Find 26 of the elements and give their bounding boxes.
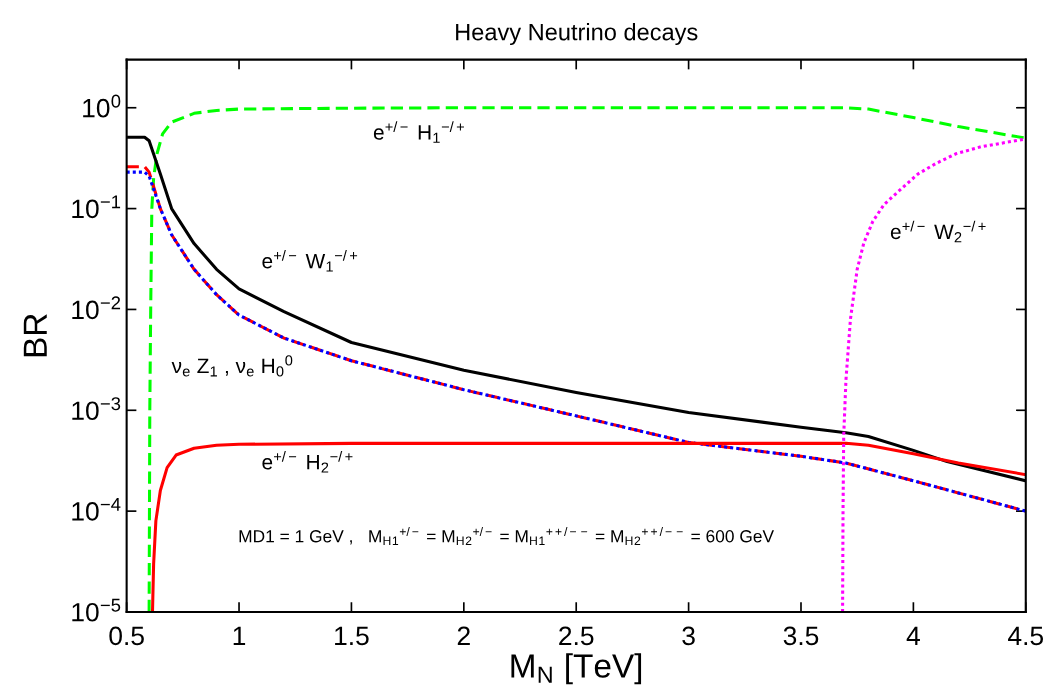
y-tick-label: 10$^{−1}$ — [72, 195, 121, 219]
y-tick-label: 10$^{−2}$ — [72, 296, 121, 320]
y-tick-label: 10$^{−3}$ — [72, 397, 121, 421]
line-series — [841, 137, 1026, 612]
y-tick-label: 10$^{0}$ — [83, 94, 121, 118]
y-tick-label: 10$^{−5}$ — [72, 598, 121, 622]
x-tick-label: 1.5 — [335, 626, 369, 646]
y-tick-label: 10$^{−4}$ — [72, 498, 121, 521]
x-tick-label: 4.5 — [1008, 626, 1044, 646]
text: MD1 = 1 GeV , M$_{H1}$$^{+/−}$ = M$_{H2}$$^{+/−}$ = M$_{H1}$$^{++/−−}$ = M$_{H2}$$^{++/−−}$ = 600 GeV — [239, 527, 774, 545]
x-tick-label: 4 — [906, 626, 920, 645]
x-tick-label: 0.5 — [109, 626, 144, 646]
annotation: e$^{+/−}$ W$_{1}$$^{−/+}$ — [262, 249, 358, 272]
x-tick-label: 2 — [457, 626, 470, 645]
annotation: e$^{+/−}$ H$_{2}$$^{−/+}$ — [262, 451, 353, 473]
annotation: e$^{+/−}$ H$_{1}$$^{−/+}$ — [373, 121, 464, 143]
chart-title: Heavy Neutrino decays — [456, 23, 698, 46]
x-tick-label: 2.5 — [559, 626, 594, 646]
x-tick-label: 3 — [682, 626, 695, 646]
y-axis-title: BR — [23, 314, 47, 357]
x-axis-title: M$_{N}$ [TeV] — [511, 653, 642, 685]
text: ν$_{e}$ Z$_{1}$ , ν$_{e}$ H$_{0}$$^{0}$ — [171, 355, 293, 377]
x-tick-label: 1 — [233, 626, 246, 645]
annotation: e$^{+/−}$ W$_{2}$$^{−/+}$ — [890, 220, 986, 243]
x-tick-label: 3.5 — [783, 626, 819, 646]
line-series — [147, 106, 1026, 612]
